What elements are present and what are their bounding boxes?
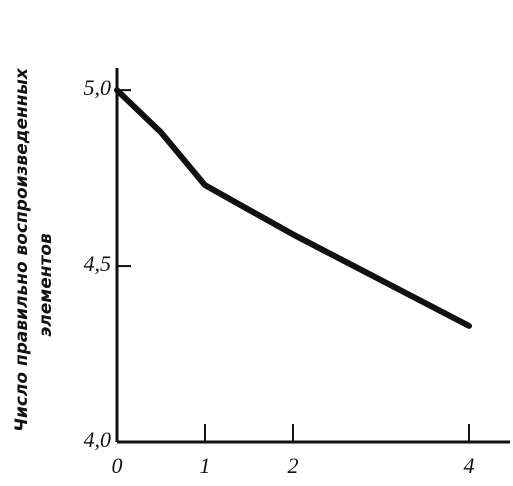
x-tick-label: 4 xyxy=(464,453,475,478)
x-tick-label: 0 xyxy=(112,453,123,478)
data-line xyxy=(114,87,472,329)
x-tick-label: 1 xyxy=(200,453,211,478)
x-tick-label: 2 xyxy=(288,453,299,478)
y-axis-label: элементов xyxy=(36,233,56,337)
y-tick-label: 4,0 xyxy=(84,427,112,452)
y-axis-label: Число правильно воспроизведенных xyxy=(12,67,32,432)
y-tick-label: 4,5 xyxy=(84,251,112,276)
y-tick-label: 5,0 xyxy=(84,75,112,100)
